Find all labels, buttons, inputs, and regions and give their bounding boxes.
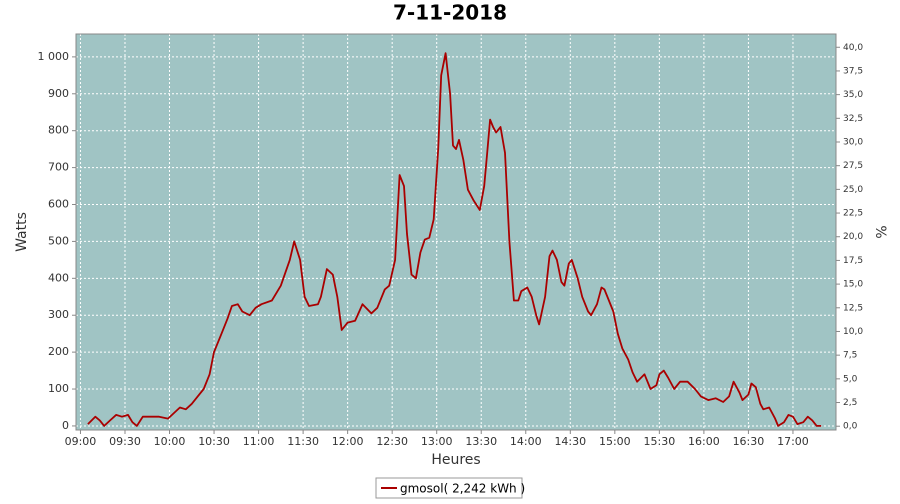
y-tick-label: 0 xyxy=(62,419,69,432)
x-tick-label: 10:30 xyxy=(198,435,230,448)
x-tick-label: 11:00 xyxy=(243,435,275,448)
x-tick-label: 14:00 xyxy=(510,435,542,448)
y2-tick-label: 0,0 xyxy=(843,422,858,432)
y-tick-label: 300 xyxy=(48,308,69,321)
x-tick-label: 09:00 xyxy=(65,435,97,448)
y-axis-title: Watts xyxy=(14,212,30,252)
y-tick-label: 400 xyxy=(48,271,69,284)
y2-tick-label: 32,5 xyxy=(843,114,863,124)
y-tick-label: 700 xyxy=(48,161,69,174)
y2-tick-label: 30,0 xyxy=(843,138,863,148)
data-line xyxy=(87,52,822,427)
y2-tick-label: 17,5 xyxy=(843,256,863,266)
x-tick-label: 13:00 xyxy=(421,435,453,448)
y-tick-label: 800 xyxy=(48,124,69,137)
y2-tick-label: 25,0 xyxy=(843,185,863,195)
legend-label: gmosol( 2,242 kWh ) xyxy=(400,482,525,496)
y2-tick-label: 7,5 xyxy=(843,351,857,361)
x-tick-label: 12:00 xyxy=(332,435,364,448)
chart-title: 7-11-2018 xyxy=(393,1,507,25)
x-tick-label: 14:30 xyxy=(554,435,586,448)
x-tick-label: 12:30 xyxy=(376,435,408,448)
y2-tick-label: 40,0 xyxy=(843,43,863,53)
y2-axis-title: % xyxy=(872,225,888,238)
x-tick-label: 15:00 xyxy=(599,435,631,448)
y-tick-label: 200 xyxy=(48,345,69,358)
y2-tick-label: 12,5 xyxy=(843,303,863,313)
x-tick-label: 09:30 xyxy=(109,435,141,448)
plot-border xyxy=(75,33,837,431)
plot-area xyxy=(75,33,837,431)
y2-tick-label: 2,5 xyxy=(843,398,857,408)
y2-tick-label: 15,0 xyxy=(843,280,863,290)
x-tick-label: 10:00 xyxy=(154,435,186,448)
y-tick-label: 1 000 xyxy=(38,50,70,63)
y2-tick-label: 5,0 xyxy=(843,374,858,384)
legend-box xyxy=(375,477,523,499)
x-tick-label: 15:30 xyxy=(644,435,676,448)
y-tick-label: 900 xyxy=(48,87,69,100)
y2-tick-label: 22,5 xyxy=(843,209,863,219)
x-tick-label: 17:00 xyxy=(777,435,809,448)
x-tick-label: 16:30 xyxy=(733,435,765,448)
x-tick-label: 13:30 xyxy=(465,435,497,448)
y-tick-label: 100 xyxy=(48,382,69,395)
y2-tick-label: 27,5 xyxy=(843,161,863,171)
y2-tick-label: 35,0 xyxy=(843,90,863,100)
y-tick-label: 600 xyxy=(48,198,69,211)
y2-tick-label: 37,5 xyxy=(843,66,863,76)
y2-tick-label: 20,0 xyxy=(843,232,863,242)
x-tick-label: 16:00 xyxy=(688,435,720,448)
y-tick-label: 500 xyxy=(48,234,69,247)
x-axis-title: Heures xyxy=(431,452,480,468)
x-tick-label: 11:30 xyxy=(287,435,319,448)
y2-tick-label: 10,0 xyxy=(843,327,863,337)
